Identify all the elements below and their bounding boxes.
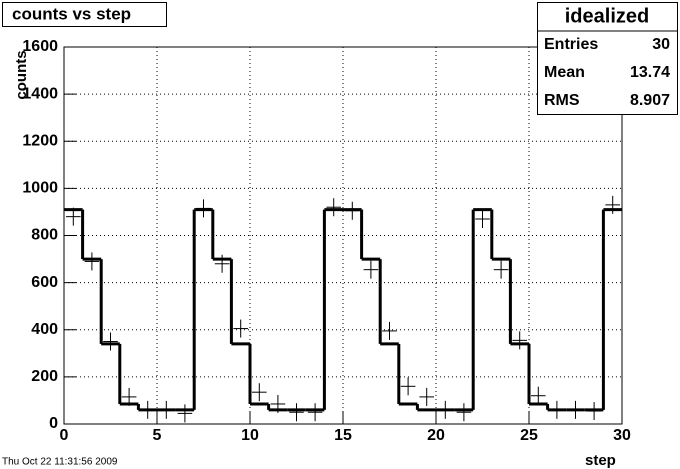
x-tick-label: 0 [60, 427, 69, 444]
marker [512, 331, 527, 350]
y-tick-label: 1200 [22, 132, 58, 149]
marker [605, 195, 620, 214]
stats-label: Mean [544, 64, 585, 81]
marker [438, 400, 453, 419]
y-tick-label: 0 [49, 415, 58, 432]
marker [121, 387, 137, 406]
marker [493, 260, 509, 279]
marker [363, 260, 379, 279]
title-box [2, 2, 167, 27]
marker [345, 201, 360, 220]
marker [159, 400, 174, 419]
marker [270, 394, 286, 413]
y-tick-label: 200 [31, 368, 58, 385]
marker [419, 387, 434, 406]
stats-label: RMS [544, 92, 580, 109]
y-tick-label: 400 [31, 321, 58, 338]
y-tick-label: 1000 [22, 180, 58, 197]
stats-label: Entries [544, 36, 598, 53]
marker [103, 332, 118, 351]
x-axis-label: step [585, 452, 616, 469]
marker [326, 198, 341, 217]
y-axis-label: counts [13, 50, 30, 99]
stats-value: 13.74 [630, 64, 670, 81]
marker [568, 400, 583, 419]
marker [66, 207, 81, 226]
stats-value: 30 [652, 36, 670, 53]
marker [549, 400, 565, 419]
y-tick-label: 600 [31, 274, 58, 291]
x-tick-label: 15 [334, 427, 352, 444]
marker [400, 377, 416, 396]
marker [307, 403, 323, 422]
stats-value: 8.907 [630, 92, 670, 109]
y-tick-label: 800 [31, 227, 58, 244]
marker [84, 252, 100, 271]
x-tick-label: 20 [427, 427, 445, 444]
marker [586, 402, 602, 421]
y-tick-label: 1400 [22, 85, 58, 102]
marker [456, 403, 472, 422]
marker [140, 400, 155, 419]
x-tick-label: 5 [153, 427, 162, 444]
x-tick-label: 30 [613, 427, 631, 444]
marker [252, 383, 267, 402]
marker [289, 403, 304, 422]
marker [475, 210, 490, 229]
x-tick-label: 10 [241, 427, 259, 444]
marker [233, 319, 248, 338]
stats-title: idealized [565, 5, 649, 27]
marker [177, 404, 193, 423]
timestamp: Thu Oct 22 11:31:56 2009 [2, 457, 118, 468]
x-tick-label: 25 [520, 427, 538, 444]
y-tick-label: 1600 [22, 38, 58, 55]
marker [382, 321, 397, 340]
marker [531, 386, 546, 405]
marker [214, 254, 230, 273]
chart-title: counts vs step [12, 4, 131, 23]
marker [196, 199, 211, 218]
stats-box [537, 2, 678, 115]
